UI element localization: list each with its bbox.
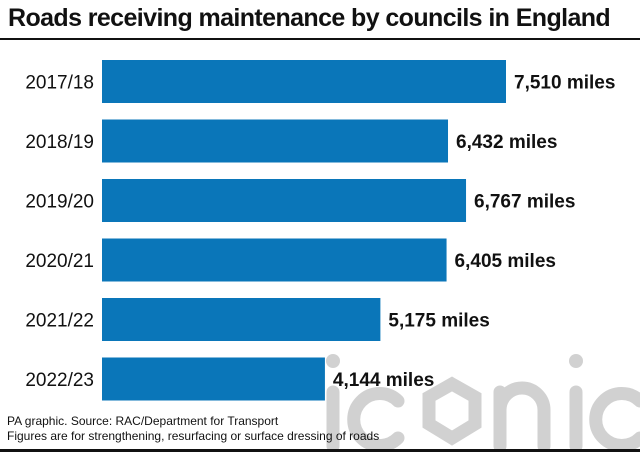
category-label: 2017/18	[25, 73, 94, 94]
value-label: 6,432 miles	[456, 132, 557, 153]
note-line: Figures are for strengthening, resurfaci…	[7, 429, 380, 443]
bar-2018-19	[102, 119, 449, 163]
title-divider	[0, 38, 640, 40]
bar-2017-18	[102, 60, 506, 103]
bar-2020-21	[102, 238, 447, 282]
bars-group: 2017/18 7,510 miles 2018/19 6,432 miles 2019…	[25, 60, 615, 401]
category-label: 2021/22	[25, 311, 94, 332]
value-label: 5,175 miles	[388, 311, 489, 332]
value-label: 4,144 miles	[333, 370, 434, 391]
chart-footer: PA graphic. Source: RAC/Department for T…	[7, 414, 379, 444]
value-label: 6,767 miles	[474, 192, 575, 213]
source-line: PA graphic. Source: RAC/Department for T…	[7, 414, 279, 428]
bar-2019-20	[102, 179, 467, 222]
category-label: 2022/23	[25, 370, 94, 391]
value-label: 6,405 miles	[455, 251, 556, 272]
value-label: 7,510 miles	[514, 73, 615, 94]
bar-2022-23	[102, 357, 325, 401]
chart-title: Roads receiving maintenance by councils …	[8, 4, 611, 32]
category-label: 2018/19	[25, 132, 94, 153]
category-label: 2020/21	[25, 251, 94, 272]
bottom-divider	[0, 449, 640, 452]
bar-2021-22	[102, 298, 381, 341]
category-label: 2019/20	[25, 192, 94, 213]
